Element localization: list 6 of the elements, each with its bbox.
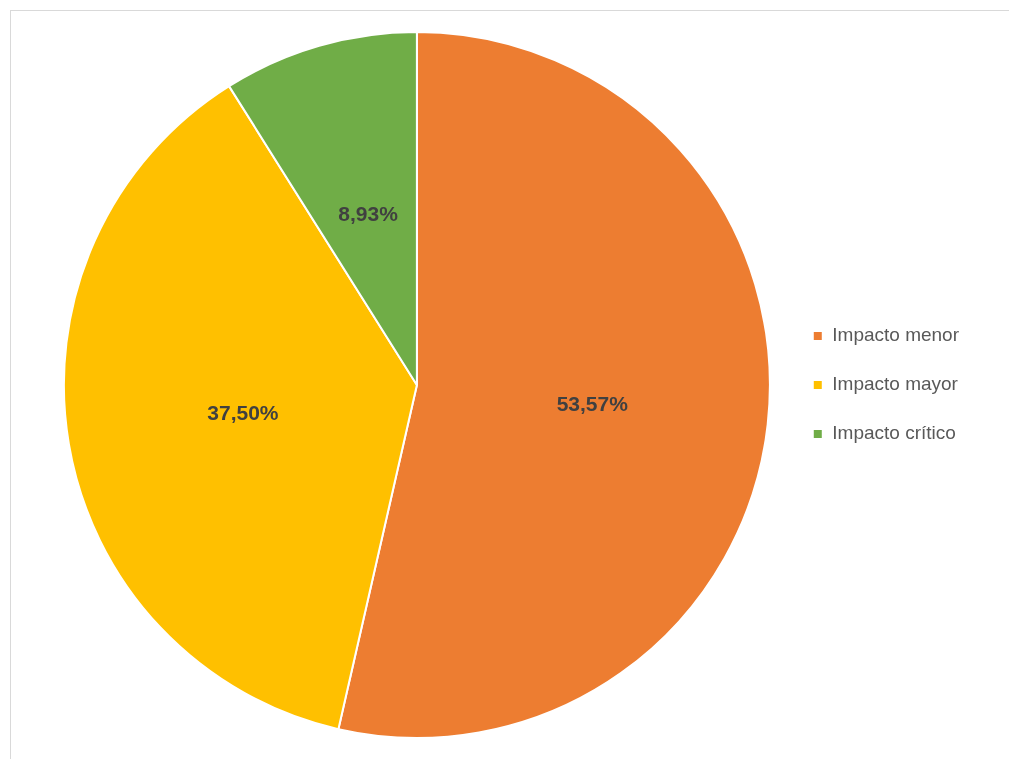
data-label: 53,57% — [556, 391, 629, 415]
data-label: 37,50% — [207, 401, 279, 425]
legend-label: Impacto menor — [832, 324, 960, 346]
legend-label: Impacto mayor — [832, 373, 959, 395]
legend-label: Impacto crítico — [832, 422, 956, 444]
data-label: 8,93% — [338, 202, 399, 226]
